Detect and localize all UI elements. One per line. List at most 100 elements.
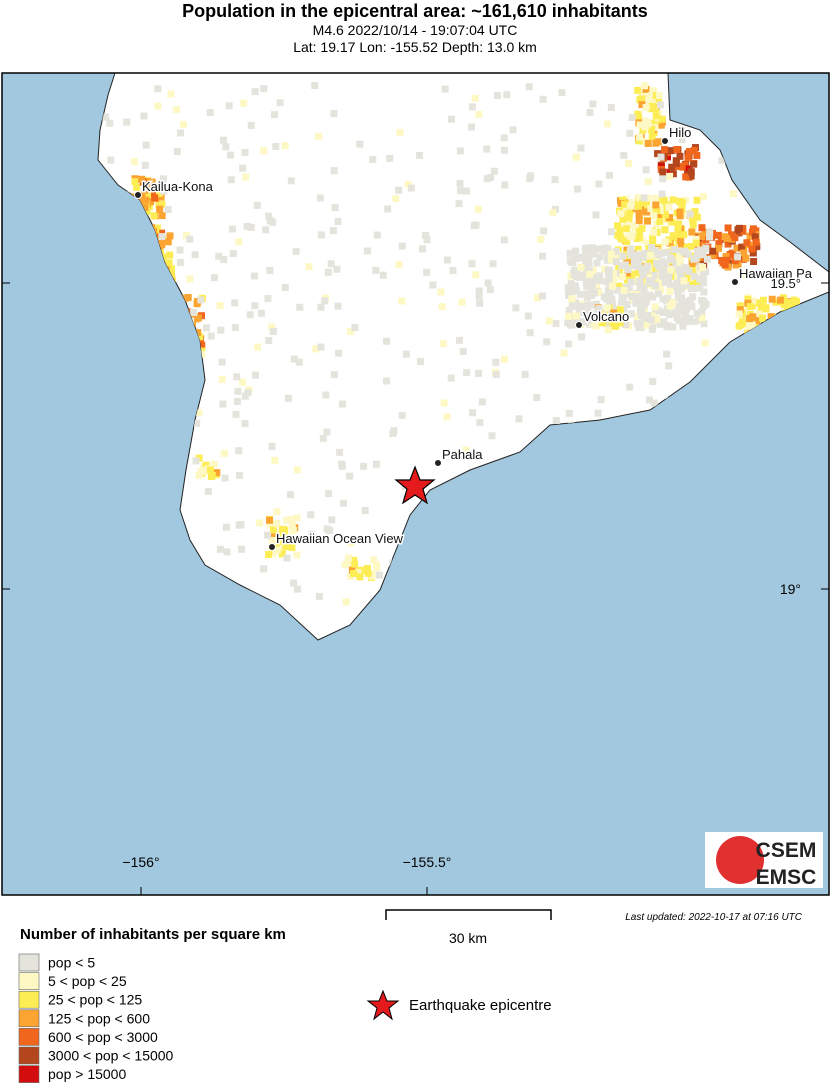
pop-cell [693, 213, 701, 221]
pop-cell [692, 235, 700, 243]
pop-cell [646, 251, 654, 259]
pop-cell [143, 207, 151, 215]
pop-cell [776, 296, 784, 304]
pop-cell [576, 290, 584, 298]
pop-cell [158, 233, 166, 241]
pop-cell [198, 341, 206, 349]
pop-cell [688, 281, 696, 289]
pop-cell [652, 201, 660, 209]
pop-cell [589, 100, 597, 108]
pop-cell [648, 133, 656, 141]
pop-cell [575, 305, 583, 313]
pop-cell [601, 265, 609, 273]
pop-cell [268, 533, 276, 541]
pop-cell [151, 194, 159, 202]
pop-cell [443, 413, 451, 421]
pop-cell [422, 231, 430, 239]
pop-cell [204, 487, 212, 495]
epicentre-star [394, 465, 436, 505]
pop-cell [655, 307, 663, 315]
pop-cell [462, 187, 470, 195]
pop-cell [273, 546, 281, 554]
logo-globe [716, 836, 764, 884]
pop-cell [364, 569, 372, 577]
lon-label: −156° [122, 854, 159, 870]
pop-cell [447, 374, 455, 382]
location: Lat: 19.17 Lon: -155.52 Depth: 13.0 km [293, 39, 537, 55]
legend-swatch [18, 990, 40, 1009]
pop-cell [569, 253, 577, 261]
pop-cell [678, 305, 686, 313]
pop-cell [595, 180, 603, 188]
pop-cell [290, 579, 298, 587]
pop-cell [512, 304, 520, 312]
pop-cell [490, 167, 498, 175]
pop-cell [348, 566, 356, 574]
pop-cell [215, 252, 223, 260]
pop-cell [735, 224, 743, 232]
pop-cell [462, 446, 470, 454]
pop-cell [346, 328, 354, 336]
pop-cell [515, 415, 523, 423]
pop-cell [476, 299, 484, 307]
pop-cell [641, 249, 649, 257]
pop-cell [699, 263, 707, 271]
pop-cell [724, 224, 732, 232]
pop-cell [663, 350, 671, 358]
pop-cell [222, 143, 230, 151]
pop-cell [650, 271, 658, 279]
pop-cell [659, 175, 667, 183]
pop-cell [591, 312, 599, 320]
pop-cell [549, 209, 557, 217]
pop-cell [286, 491, 294, 499]
pop-cell [736, 302, 744, 310]
pop-cell [667, 266, 675, 274]
pop-cell [678, 298, 686, 306]
pop-cell [392, 195, 400, 203]
pop-cell [448, 115, 456, 123]
pop-cell [363, 247, 371, 255]
pop-cell [663, 323, 671, 331]
pop-cell [407, 184, 415, 192]
pop-cell [295, 358, 303, 366]
pop-cell [738, 319, 746, 327]
pop-cell [268, 323, 276, 331]
pop-cell [291, 537, 299, 545]
pop-cell [234, 387, 242, 395]
pop-cell [634, 266, 642, 274]
pop-cell [641, 292, 649, 300]
pop-cell [614, 231, 622, 239]
pop-cell [652, 139, 660, 147]
pop-cell [659, 168, 667, 176]
legend-label: 5 < pop < 25 [48, 973, 127, 989]
pop-cell [251, 371, 259, 379]
pop-cell [683, 243, 691, 251]
pop-cell [227, 151, 235, 159]
pop-cell [654, 268, 662, 276]
pop-cell [675, 230, 683, 238]
pop-cell [647, 92, 655, 100]
pop-cell [653, 207, 661, 215]
pop-cell [342, 598, 350, 606]
pop-cell [657, 101, 665, 109]
pop-cell [525, 83, 533, 91]
pop-cell [583, 290, 591, 298]
pop-cell [693, 151, 701, 159]
pop-cell [590, 273, 598, 281]
pop-cell [238, 378, 246, 386]
pop-cell [351, 560, 359, 568]
pop-cell [690, 146, 698, 154]
pop-cell [595, 272, 603, 280]
city-dot [268, 543, 276, 551]
pop-cell [603, 120, 611, 128]
pop-cell [589, 244, 597, 252]
pop-cell [622, 225, 630, 233]
pop-cell [266, 217, 274, 225]
pop-cell [276, 99, 284, 107]
pop-cell [458, 298, 466, 306]
pop-cell [220, 256, 228, 264]
pop-cell [613, 286, 621, 294]
pop-cell [621, 261, 629, 269]
pop-cell [509, 126, 517, 134]
legend-swatch [18, 1046, 40, 1065]
